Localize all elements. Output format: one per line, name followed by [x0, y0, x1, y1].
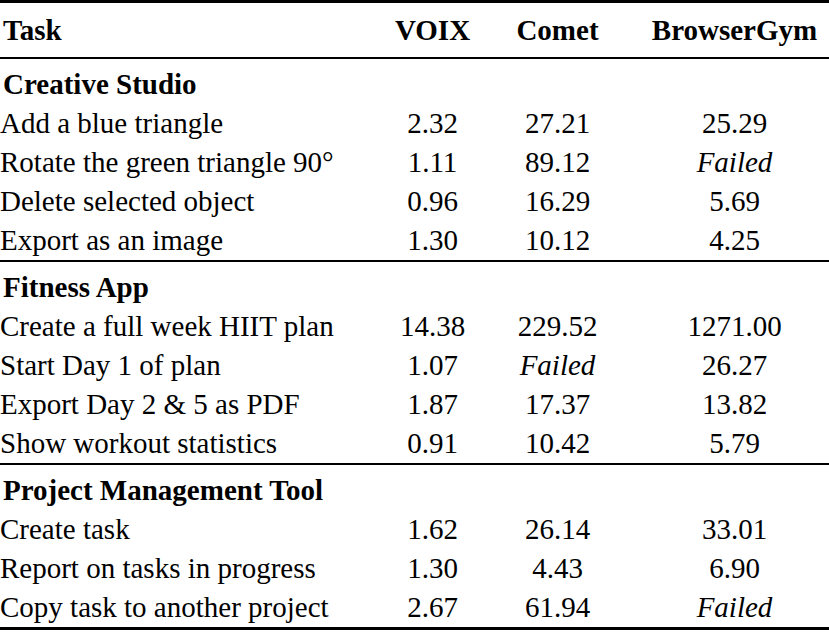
section-title: Creative Studio [0, 58, 829, 104]
task-cell: Create a full week HIIT plan [0, 307, 390, 346]
table-section: Fitness AppCreate a full week HIIT plan1… [0, 261, 829, 464]
task-cell: Rotate the green triangle 90° [0, 143, 390, 182]
column-header-browsergym: BrowserGym [640, 2, 829, 59]
value-cell: 14.38 [390, 307, 475, 346]
header-row: Task VOIX Comet BrowserGym [0, 2, 829, 59]
table-row: Show workout statistics0.9110.425.79 [0, 424, 829, 464]
section-title: Project Management Tool [0, 464, 829, 510]
value-cell: 1.62 [390, 510, 475, 549]
table-row: Start Day 1 of plan1.07Failed26.27 [0, 346, 829, 385]
value-cell: 2.32 [390, 104, 475, 143]
value-cell: 1.11 [390, 143, 475, 182]
value-cell: 89.12 [475, 143, 640, 182]
paper-table-page: Task VOIX Comet BrowserGym Creative Stud… [0, 0, 829, 641]
column-header-comet: Comet [475, 2, 640, 59]
value-cell: 0.96 [390, 182, 475, 221]
task-cell: Report on tasks in progress [0, 549, 390, 588]
column-header-task: Task [0, 2, 390, 59]
value-cell: 1.87 [390, 385, 475, 424]
table-row: Delete selected object0.9616.295.69 [0, 182, 829, 221]
section-header-row: Creative Studio [0, 58, 829, 104]
table-row: Create task1.6226.1433.01 [0, 510, 829, 549]
value-cell: 33.01 [640, 510, 829, 549]
task-cell: Copy task to another project [0, 588, 390, 629]
value-cell: 1.07 [390, 346, 475, 385]
task-cell: Add a blue triangle [0, 104, 390, 143]
value-cell: 0.91 [390, 424, 475, 464]
table-section: Creative StudioAdd a blue triangle2.3227… [0, 58, 829, 261]
task-cell: Show workout statistics [0, 424, 390, 464]
value-cell: 229.52 [475, 307, 640, 346]
value-cell: 1271.00 [640, 307, 829, 346]
failed-cell: Failed [475, 346, 640, 385]
value-cell: 27.21 [475, 104, 640, 143]
table-row: Copy task to another project2.6761.94Fai… [0, 588, 829, 629]
value-cell: 61.94 [475, 588, 640, 629]
value-cell: 1.30 [390, 549, 475, 588]
section-header-row: Project Management Tool [0, 464, 829, 510]
table-row: Rotate the green triangle 90°1.1189.12Fa… [0, 143, 829, 182]
table-row: Report on tasks in progress1.304.436.90 [0, 549, 829, 588]
value-cell: 17.37 [475, 385, 640, 424]
table-row: Add a blue triangle2.3227.2125.29 [0, 104, 829, 143]
value-cell: 2.67 [390, 588, 475, 629]
task-cell: Export as an image [0, 221, 390, 261]
failed-cell: Failed [640, 143, 829, 182]
table-row: Export Day 2 & 5 as PDF1.8717.3713.82 [0, 385, 829, 424]
column-header-voix: VOIX [390, 2, 475, 59]
value-cell: 26.14 [475, 510, 640, 549]
value-cell: 26.27 [640, 346, 829, 385]
table-row: Export as an image1.3010.124.25 [0, 221, 829, 261]
value-cell: 10.12 [475, 221, 640, 261]
value-cell: 6.90 [640, 549, 829, 588]
table-header: Task VOIX Comet BrowserGym [0, 2, 829, 59]
value-cell: 25.29 [640, 104, 829, 143]
value-cell: 4.43 [475, 549, 640, 588]
task-cell: Start Day 1 of plan [0, 346, 390, 385]
value-cell: 5.79 [640, 424, 829, 464]
failed-cell: Failed [640, 588, 829, 629]
section-title: Fitness App [0, 261, 829, 307]
value-cell: 16.29 [475, 182, 640, 221]
table-section: Project Management ToolCreate task1.6226… [0, 464, 829, 629]
value-cell: 4.25 [640, 221, 829, 261]
section-header-row: Fitness App [0, 261, 829, 307]
value-cell: 10.42 [475, 424, 640, 464]
value-cell: 5.69 [640, 182, 829, 221]
results-table: Task VOIX Comet BrowserGym Creative Stud… [0, 0, 829, 630]
task-cell: Delete selected object [0, 182, 390, 221]
value-cell: 13.82 [640, 385, 829, 424]
value-cell: 1.30 [390, 221, 475, 261]
task-cell: Create task [0, 510, 390, 549]
table-row: Create a full week HIIT plan14.38229.521… [0, 307, 829, 346]
task-cell: Export Day 2 & 5 as PDF [0, 385, 390, 424]
